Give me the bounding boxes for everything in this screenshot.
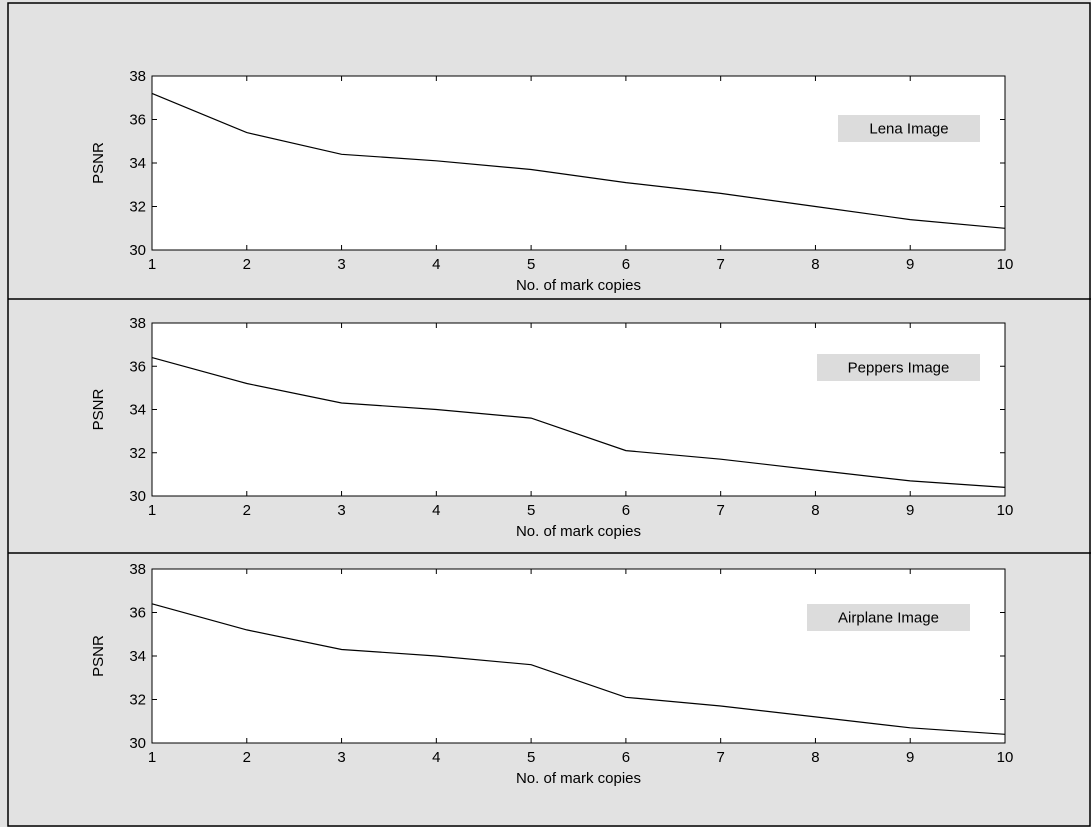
y-tick-label: 32 [129,199,146,216]
x-tick-label: 2 [243,502,251,519]
y-axis-label: PSNR [90,389,107,431]
x-tick-label: 6 [622,502,630,519]
x-tick-label: 7 [716,502,724,519]
legend-label: Lena Image [869,121,948,138]
series-line [151,603,1006,735]
x-axis-label: No. of mark copies [516,277,641,294]
x-tick-label: 9 [906,502,914,519]
x-tick-label: 9 [906,256,914,273]
y-tick-label: 34 [129,648,146,665]
figure-frame-outer [7,2,1091,827]
y-tick-label: 30 [129,242,146,259]
y-tick-label: 38 [129,68,146,85]
x-tick-label: 3 [337,502,345,519]
x-tick-label: 10 [997,502,1014,519]
y-tick-label: 38 [129,561,146,578]
x-tick-label: 3 [337,749,345,766]
legend-label: Airplane Image [838,610,939,627]
axes-frame [151,75,1006,251]
y-ticks: 30 32 34 36 38 [129,315,1005,505]
axes-frame [151,568,1006,744]
y-tick-label: 32 [129,445,146,462]
y-tick-label: 30 [129,735,146,752]
axes-background [152,76,1005,250]
y-tick-label: 36 [129,605,146,622]
x-tick-label: 9 [906,749,914,766]
x-tick-label: 5 [527,502,535,519]
series-line [151,357,1006,488]
y-tick-label: 34 [129,155,146,172]
axes-background [152,569,1005,743]
x-tick-label: 1 [148,502,156,519]
x-tick-label: 10 [997,256,1014,273]
x-axis-label: No. of mark copies [516,770,641,787]
y-tick-label: 36 [129,112,146,129]
axes-background [152,323,1005,496]
legend-box [838,115,980,142]
x-tick-label: 6 [622,749,630,766]
y-axis-label: PSNR [90,142,107,184]
x-tick-label: 5 [527,749,535,766]
x-tick-label: 4 [432,749,440,766]
legend-label: Peppers Image [848,360,950,377]
y-tick-label: 34 [129,402,146,419]
axes-frame [151,322,1006,497]
x-tick-label: 8 [811,256,819,273]
legend-box [807,604,970,631]
x-tick-label: 7 [716,749,724,766]
y-ticks: 30 32 34 36 38 [129,68,1005,259]
series-line [151,92,1006,229]
x-tick-label: 10 [997,749,1014,766]
x-axis-label: No. of mark copies [516,523,641,540]
y-tick-label: 36 [129,358,146,375]
x-tick-label: 2 [243,749,251,766]
x-tick-label: 5 [527,256,535,273]
y-tick-label: 38 [129,315,146,332]
y-tick-label: 32 [129,692,146,709]
x-tick-label: 7 [716,256,724,273]
x-ticks: 1 2 3 4 5 6 7 8 9 10 [148,76,1014,273]
x-tick-label: 3 [337,256,345,273]
x-tick-label: 8 [811,502,819,519]
x-tick-label: 8 [811,749,819,766]
x-tick-label: 4 [432,502,440,519]
y-axis-label: PSNR [90,635,107,677]
y-tick-label: 30 [129,488,146,505]
x-tick-label: 4 [432,256,440,273]
x-ticks: 1 2 3 4 5 6 7 8 9 10 [148,323,1014,519]
x-tick-label: 1 [148,256,156,273]
x-tick-label: 6 [622,256,630,273]
legend-box [817,354,980,381]
x-tick-label: 1 [148,749,156,766]
x-tick-label: 2 [243,256,251,273]
